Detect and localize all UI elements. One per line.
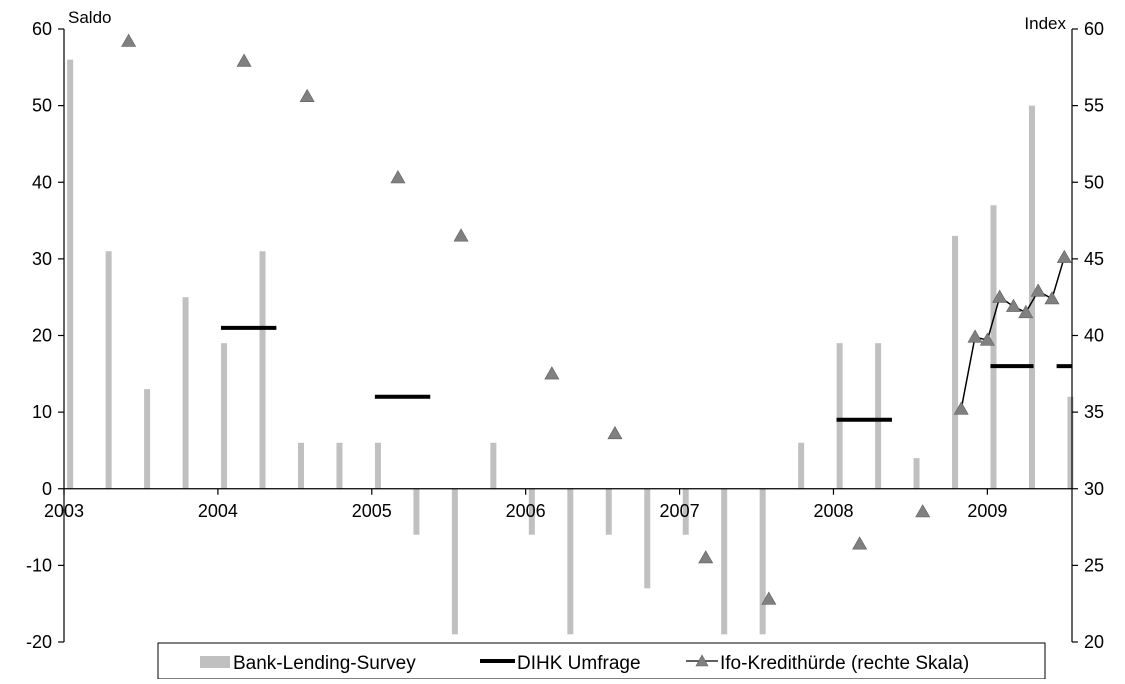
x-tick-label: 2005 [352, 501, 392, 521]
x-tick-label: 2007 [660, 501, 700, 521]
bars-layer [67, 59, 1074, 635]
labels-layer: Saldo Index [68, 8, 1066, 33]
ifo-marker [761, 591, 777, 605]
ifo-marker [698, 550, 714, 564]
legend-label-ifo: Ifo-Kredithürde (rechte Skala) [720, 653, 969, 674]
ifo-marker [1006, 298, 1022, 312]
bar [221, 343, 228, 489]
ifo-marker [967, 329, 983, 343]
ifo-marker [1044, 291, 1060, 305]
x-tick-label: 2009 [967, 501, 1007, 521]
ifo-marker [852, 536, 868, 550]
right-tick-label: 55 [1084, 96, 1104, 116]
x-tick-label: 2004 [198, 501, 238, 521]
left-tick-label: 10 [32, 402, 52, 422]
right-tick-label: 40 [1084, 326, 1104, 346]
ifo-marker [1056, 249, 1072, 263]
left-tick-label: 60 [32, 19, 52, 39]
bar [798, 442, 805, 489]
ifo-marker [1018, 304, 1034, 319]
bar [413, 488, 420, 535]
right-tick-label: 20 [1084, 632, 1104, 652]
x-tick-label: 2006 [506, 501, 546, 521]
dihk-layer [220, 325, 1072, 422]
right-tick-label: 35 [1084, 402, 1104, 422]
bar [374, 442, 381, 489]
ifo-marker [1030, 283, 1046, 297]
left-tick-label: 30 [32, 249, 52, 269]
bar [913, 458, 920, 489]
left-tick-label: 20 [32, 326, 52, 346]
bar [105, 251, 112, 489]
legend-box [157, 642, 1046, 680]
bar [682, 488, 689, 535]
left-tick-label: -10 [26, 555, 52, 575]
left-tick-label: -20 [26, 632, 52, 652]
right-tick-label: 45 [1084, 249, 1104, 269]
x-tick-label: 2003 [44, 501, 84, 521]
bar [1028, 105, 1035, 489]
right-tick-label: 25 [1084, 555, 1104, 575]
left-tick-label: 0 [42, 479, 52, 499]
bar [759, 488, 766, 635]
ifo-marker [544, 366, 560, 380]
bar [875, 343, 882, 489]
x-tick-label: 2008 [813, 501, 853, 521]
legend-swatch-ifo-marker [695, 654, 709, 667]
ifo-marker [992, 289, 1008, 303]
bar [451, 488, 458, 635]
axes-layer: -20 -10 0 10 20 30 40 50 60 20 25 30 35 40 45 50 55 60 200… [26, 19, 1104, 652]
bar [259, 251, 266, 489]
legend: Bank-Lending-Survey DIHK Umfrage Ifo-Kre… [157, 642, 1046, 680]
ifo-marker [121, 33, 137, 47]
ifo-marker [453, 228, 469, 242]
bar [605, 488, 612, 535]
right-axis-label: Index [1024, 14, 1066, 33]
ifo-marker [299, 88, 315, 102]
legend-swatch-bank-lending-survey [200, 656, 230, 668]
bar [67, 59, 74, 489]
ifo-marker [953, 401, 969, 415]
bar [528, 488, 535, 535]
bar [182, 297, 189, 489]
right-tick-label: 30 [1084, 479, 1104, 499]
bar [297, 442, 304, 489]
ifo-layer [121, 33, 1072, 605]
bar [144, 389, 151, 489]
bar [644, 488, 651, 589]
left-tick-label: 50 [32, 96, 52, 116]
right-tick-label: 60 [1084, 19, 1104, 39]
bar [721, 488, 728, 635]
ifo-marker [979, 332, 995, 346]
ifo-marker [390, 170, 406, 184]
bar [336, 442, 343, 489]
ifo-marker [915, 504, 931, 518]
bar [490, 442, 497, 489]
ifo-marker [607, 425, 623, 440]
left-axis-label: Saldo [68, 8, 111, 27]
left-tick-label: 40 [32, 172, 52, 192]
bar [990, 205, 997, 489]
bar [1067, 396, 1074, 489]
legend-label-dihk-umfrage: DIHK Umfrage [517, 653, 641, 674]
bar [836, 343, 843, 489]
bar [952, 235, 959, 489]
ifo-marker [236, 53, 252, 67]
legend-label-bank-lending-survey: Bank-Lending-Survey [233, 653, 416, 674]
bar [567, 488, 574, 635]
right-tick-label: 50 [1084, 172, 1104, 192]
